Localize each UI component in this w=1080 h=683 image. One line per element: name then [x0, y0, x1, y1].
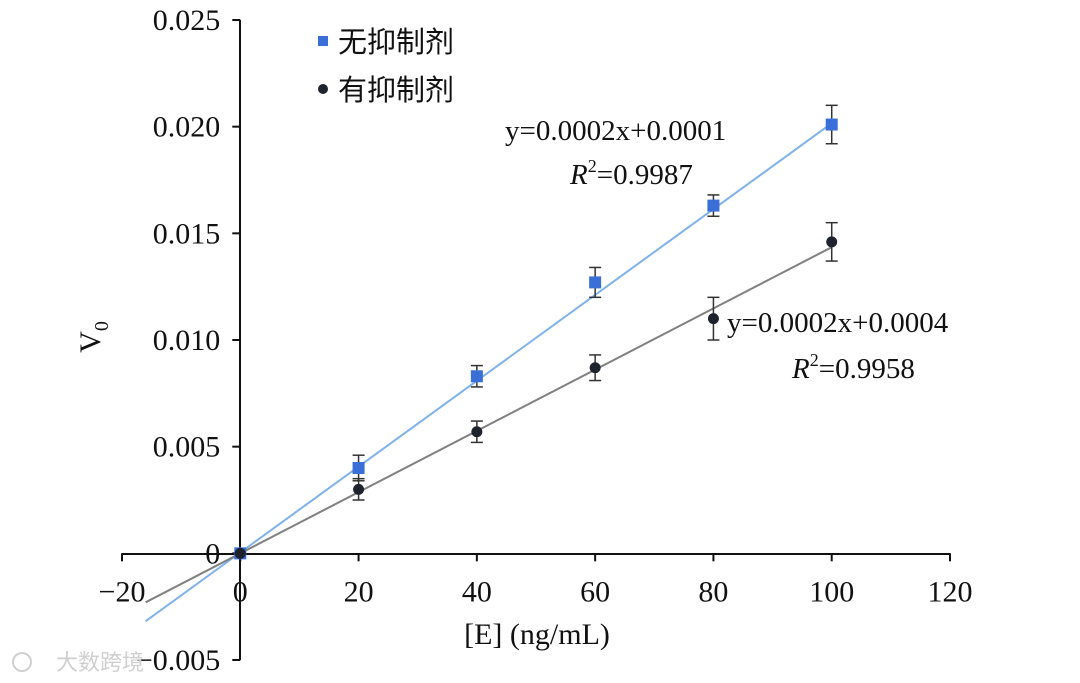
y-tick-label: 0.025	[153, 4, 221, 37]
data-point-square	[707, 199, 720, 212]
y-tick-label: −0.005	[136, 644, 220, 677]
y-tick-label: 0	[205, 537, 220, 570]
trendline-series-1	[145, 246, 833, 604]
r2-value: =0.9958	[819, 353, 915, 385]
data-point-square	[589, 276, 602, 289]
y-tick-label: 0.005	[153, 431, 221, 464]
r2-with-inhibitor: R2=0.9958	[791, 350, 915, 385]
y-axis-label: V0	[74, 321, 113, 353]
r2-value: =0.9987	[597, 159, 693, 191]
trendline-series-0	[145, 122, 833, 622]
data-point-square	[470, 370, 483, 383]
legend-entry-with-inhibitor: 有抑制剂	[338, 73, 454, 107]
legend-entry-no-inhibitor: 无抑制剂	[338, 25, 454, 59]
watermark-text: 大数跨境	[56, 651, 144, 676]
x-tick-label: 100	[809, 575, 854, 608]
r2-superscript: 2	[588, 156, 597, 176]
x-tick-label: 40	[462, 575, 492, 608]
data-point-square	[825, 118, 838, 131]
x-tick-label: 80	[698, 575, 728, 608]
legend-marker-square	[318, 36, 328, 46]
y-tick-label: 0.015	[153, 217, 221, 250]
data-point-circle	[707, 313, 719, 325]
y-axis-label-sub: 0	[91, 321, 113, 331]
data-markers	[234, 118, 838, 560]
legend-marker-circle	[318, 84, 328, 94]
x-tick-label: 0	[233, 575, 248, 608]
y-axis-ticks: −0.005 0 0.005 0.010 0.015 0.020 0.025	[136, 4, 241, 677]
data-point-circle	[589, 362, 601, 374]
x-tick-label: −20	[99, 575, 146, 608]
data-point-circle	[353, 483, 365, 495]
legend: 无抑制剂 有抑制剂	[318, 25, 454, 107]
y-axis-label-main: V	[74, 331, 107, 353]
x-axis-label: [E] (ng/mL)	[464, 618, 610, 651]
svg-text:V0: V0	[74, 321, 113, 353]
equation-no-inhibitor: y=0.0002x+0.0001	[505, 115, 726, 147]
y-tick-label: 0.020	[153, 111, 221, 144]
trendlines	[145, 122, 833, 622]
x-tick-label: 120	[928, 575, 973, 608]
equation-with-inhibitor: y=0.0002x+0.0004	[727, 307, 949, 339]
r2-no-inhibitor: R2=0.9987	[569, 156, 693, 191]
x-tick-label: 60	[580, 575, 610, 608]
x-axis-ticks: −20 0 20 40 60 80 100 120	[99, 553, 973, 608]
data-point-circle	[234, 547, 246, 559]
data-point-circle	[826, 236, 838, 248]
data-point-circle	[471, 426, 483, 438]
error-bars	[352, 104, 838, 501]
y-tick-label: 0.010	[153, 324, 221, 357]
r2-superscript: 2	[810, 350, 819, 370]
r2-symbol: R	[791, 353, 810, 385]
x-tick-label: 20	[344, 575, 374, 608]
watermark: 大数跨境	[12, 651, 144, 676]
r2-symbol: R	[569, 159, 588, 191]
watermark-logo-icon	[12, 652, 32, 672]
data-point-square	[352, 462, 365, 474]
